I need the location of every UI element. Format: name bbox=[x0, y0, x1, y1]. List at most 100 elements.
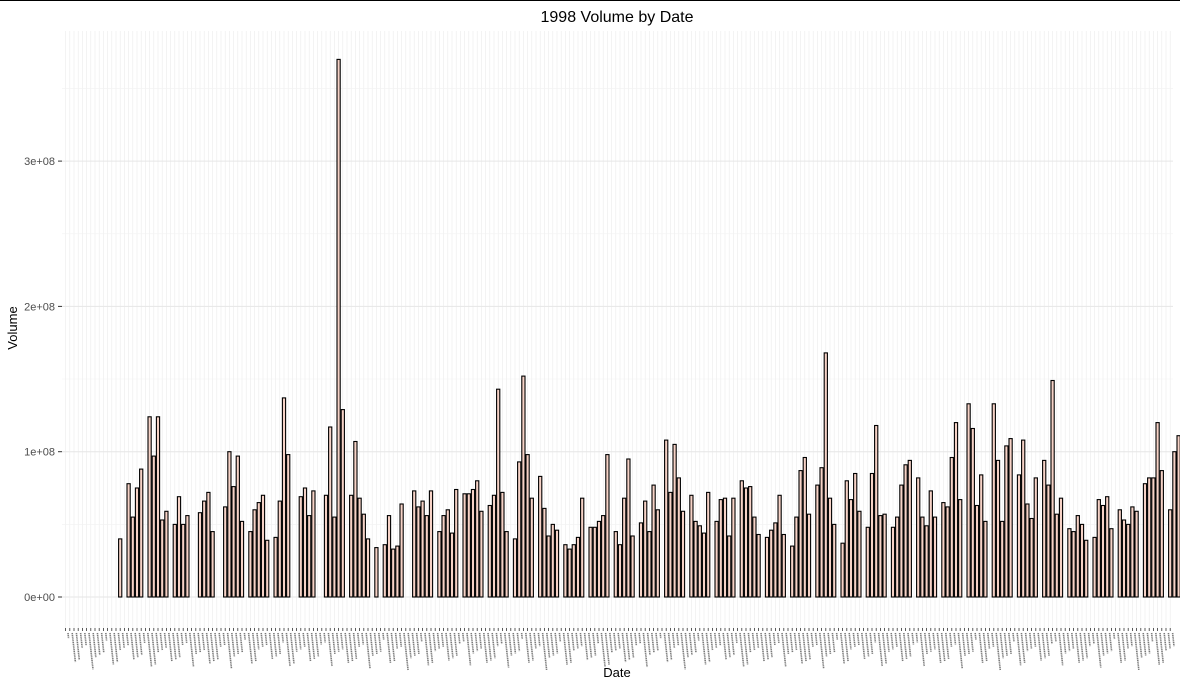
bar bbox=[928, 490, 933, 598]
x-tick-label bbox=[869, 632, 874, 655]
bar bbox=[256, 502, 261, 598]
y-tick-label: 2e+08 bbox=[24, 301, 55, 313]
x-tick-label bbox=[285, 632, 291, 667]
x-tick-label bbox=[420, 632, 423, 642]
x-tick-label bbox=[848, 632, 852, 650]
bar bbox=[890, 526, 896, 598]
x-tick-label bbox=[1167, 632, 1171, 649]
x-tick-label bbox=[613, 632, 617, 651]
bar bbox=[462, 493, 467, 598]
x-tick-label bbox=[424, 632, 430, 666]
x-tick-label bbox=[92, 632, 97, 658]
bar bbox=[853, 472, 858, 598]
x-tick-label bbox=[491, 632, 496, 659]
x-tick-label bbox=[772, 632, 776, 646]
bar bbox=[1033, 477, 1038, 598]
x-tick-label bbox=[390, 632, 396, 662]
bar bbox=[248, 531, 253, 598]
x-tick-label bbox=[819, 632, 825, 669]
chart-title: 1998 Volume by Date bbox=[541, 9, 694, 26]
x-tick-label bbox=[781, 632, 787, 667]
x-tick-label bbox=[1155, 632, 1161, 665]
x-tick-label bbox=[722, 632, 727, 660]
bar bbox=[743, 487, 749, 598]
x-tick-label bbox=[835, 632, 839, 641]
x-tick-label bbox=[411, 632, 416, 657]
bar bbox=[647, 531, 652, 598]
x-tick-label bbox=[1041, 632, 1046, 659]
bar bbox=[1134, 510, 1139, 598]
bar bbox=[848, 499, 854, 598]
bar bbox=[748, 486, 753, 598]
x-tick-label bbox=[827, 632, 832, 655]
bar bbox=[752, 516, 757, 598]
x-tick-label bbox=[294, 632, 298, 652]
x-tick-label bbox=[226, 632, 233, 669]
x-tick-label bbox=[806, 632, 811, 660]
bar bbox=[273, 536, 278, 598]
bar bbox=[277, 500, 282, 598]
x-tick-label bbox=[646, 632, 651, 656]
bar bbox=[391, 548, 396, 598]
x-tick-label bbox=[882, 632, 887, 664]
x-tick-label bbox=[415, 632, 420, 654]
bar bbox=[1054, 513, 1059, 598]
bar bbox=[1029, 517, 1034, 598]
bar bbox=[399, 503, 404, 598]
x-tick-label bbox=[71, 632, 77, 663]
bar bbox=[643, 500, 648, 598]
bar bbox=[517, 461, 522, 598]
bar bbox=[596, 520, 602, 598]
x-tick-label bbox=[709, 632, 714, 651]
bar bbox=[538, 475, 543, 598]
x-tick-label bbox=[109, 632, 115, 665]
bar bbox=[357, 497, 362, 598]
x-tick-label bbox=[898, 632, 904, 662]
bar bbox=[227, 451, 232, 598]
x-tick-label bbox=[541, 632, 548, 670]
x-tick-label bbox=[247, 632, 253, 664]
x-tick-label bbox=[361, 632, 365, 645]
x-tick-label bbox=[1100, 632, 1105, 656]
x-tick-label bbox=[445, 632, 450, 661]
bar bbox=[1075, 515, 1080, 598]
x-tick-label bbox=[1142, 632, 1147, 656]
x-tick-label bbox=[705, 632, 711, 663]
bar bbox=[500, 491, 505, 598]
x-axis-title: Date bbox=[603, 665, 630, 680]
bar bbox=[164, 510, 169, 598]
bar bbox=[311, 490, 316, 598]
x-tick-label bbox=[651, 632, 655, 653]
x-tick-label bbox=[1050, 632, 1053, 645]
x-tick-label bbox=[462, 632, 465, 642]
x-tick-label bbox=[718, 632, 722, 646]
x-tick-label bbox=[243, 632, 246, 641]
bar bbox=[1117, 509, 1122, 598]
x-tick-label bbox=[856, 632, 860, 646]
x-tick-label bbox=[441, 632, 445, 647]
bar bbox=[601, 515, 606, 598]
x-tick-label bbox=[184, 632, 188, 643]
bar bbox=[1142, 483, 1148, 598]
x-tick-label bbox=[688, 632, 693, 656]
x-tick-label bbox=[575, 632, 579, 649]
bar bbox=[718, 499, 723, 598]
bar bbox=[260, 494, 266, 598]
bar bbox=[554, 529, 560, 598]
bar bbox=[1008, 438, 1013, 598]
x-tick-label bbox=[394, 632, 399, 650]
bar bbox=[1159, 470, 1164, 598]
x-tick-label bbox=[268, 632, 274, 659]
x-tick-label bbox=[201, 632, 206, 651]
x-tick-label bbox=[924, 632, 928, 654]
x-tick-label bbox=[823, 632, 828, 657]
bar bbox=[542, 507, 547, 598]
x-tick-label bbox=[957, 632, 963, 669]
x-tick-label bbox=[151, 632, 157, 665]
y-axis-title: Volume bbox=[5, 306, 20, 349]
x-tick-label bbox=[940, 632, 946, 662]
bar bbox=[575, 536, 581, 598]
x-tick-label bbox=[596, 632, 600, 644]
x-tick-label bbox=[714, 632, 718, 648]
y-tick-label: 1e+08 bbox=[24, 447, 55, 459]
